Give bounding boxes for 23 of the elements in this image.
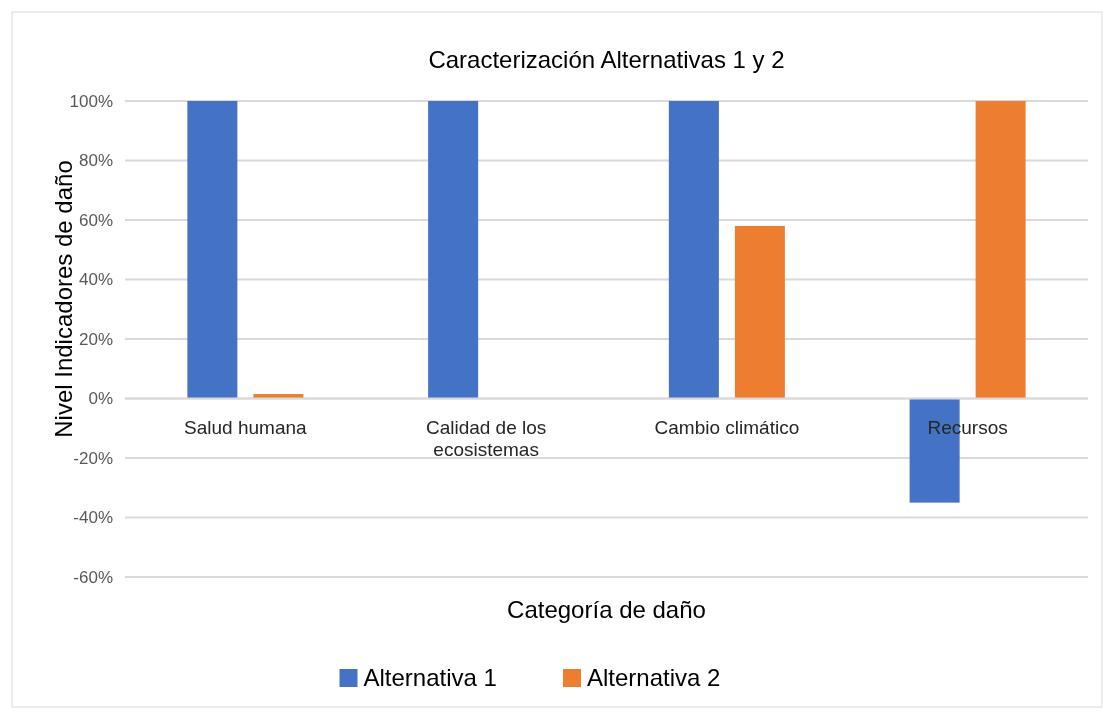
y-tick-label: 40% [78,270,113,290]
chart-title: Caracterización Alternativas 1 y 2 [428,46,785,73]
legend-label: Alternativa 2 [587,664,721,692]
bar [668,101,719,399]
y-axis-title: Nivel Indicadores de daño [50,160,77,438]
y-tick-label: -40% [73,508,113,528]
x-tick-label: Cambio climático [654,416,800,438]
bar [187,101,238,399]
y-tick-label: 60% [78,210,113,230]
y-tick-label: -20% [73,448,113,468]
y-tick-label: 100% [69,91,113,111]
bar [428,101,479,399]
legend-label: Alternativa 1 [363,664,497,692]
y-tick-label: 80% [78,151,113,171]
y-tick-label: 0% [88,389,113,409]
x-axis-title: Categoría de daño [507,596,706,623]
y-tick-label: 20% [78,329,113,349]
y-tick-label: -60% [73,567,113,587]
x-tick-label: Salud humana [184,416,308,438]
bar [253,394,304,399]
bar [734,225,785,399]
x-tick-label: Calidad de los ecosistemas [425,416,547,460]
bar [975,101,1026,399]
